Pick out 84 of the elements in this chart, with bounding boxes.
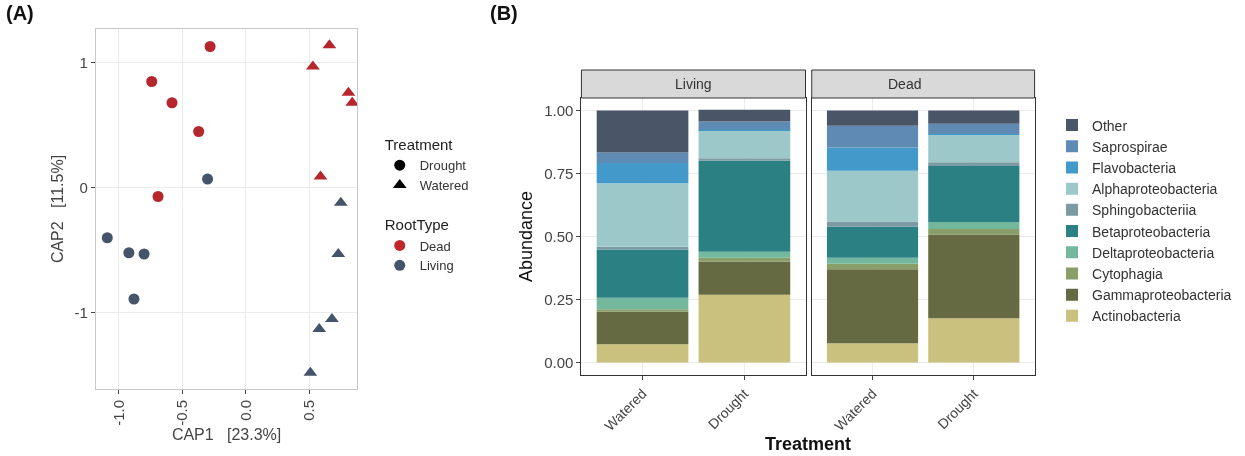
- bar: [826, 226, 919, 258]
- x-tick-label: 0.0: [236, 400, 254, 421]
- bar: [826, 125, 919, 148]
- bar: [928, 165, 1020, 222]
- legend-label: Deltaproteobacteria: [1092, 244, 1215, 261]
- bar: [596, 110, 689, 153]
- y-tick-label: 1: [79, 54, 88, 71]
- bar: [928, 228, 1020, 235]
- bar: [698, 261, 791, 295]
- bar: [596, 297, 689, 310]
- bar: [698, 158, 791, 161]
- bar: [826, 257, 919, 264]
- bar: [596, 344, 689, 363]
- point: [146, 76, 158, 87]
- bar: [928, 162, 1020, 166]
- y-tick-label: 0: [79, 179, 88, 196]
- x-tick-label: -1.0: [109, 400, 127, 426]
- bar: [698, 251, 791, 258]
- legend-label: Dead: [419, 238, 451, 254]
- bar: [596, 152, 689, 163]
- bar: [928, 110, 1020, 124]
- bar: [596, 246, 689, 250]
- legend-label: Cytophagia: [1092, 265, 1164, 282]
- legend-label: Living: [419, 258, 454, 274]
- bar: [826, 221, 919, 227]
- bar: [698, 121, 791, 130]
- x-axis-title: Treatment: [765, 434, 852, 454]
- text: RootType: [384, 216, 449, 234]
- y-axis-title: Abundance: [516, 190, 537, 283]
- bar: [596, 162, 689, 184]
- bar: [928, 221, 1020, 229]
- legend-label: Betaproteobacteria: [1092, 223, 1211, 240]
- point: [166, 97, 178, 109]
- legend-label: Other: [1092, 117, 1128, 134]
- bar: [928, 123, 1020, 135]
- bar: [698, 130, 791, 159]
- x-tick-label: -0.5: [173, 400, 191, 426]
- legend-title: Treatment: [384, 135, 454, 153]
- point: [193, 126, 205, 137]
- point: [138, 248, 150, 260]
- y-tick-label: 1.00: [544, 101, 574, 119]
- bar: [826, 110, 919, 126]
- chart-title: Dead: [888, 76, 922, 92]
- x-axis-title: CAP1 [23.3%]: [171, 425, 282, 443]
- bar: [596, 311, 689, 345]
- bar: [826, 147, 919, 171]
- x-tick-label: 0.5: [299, 400, 317, 421]
- y-axis-title: CAP2 [11.5%]: [49, 154, 67, 264]
- y-tick-label: 0.25: [544, 290, 574, 308]
- chart-title: Living: [675, 76, 712, 92]
- chart-title: (A): [6, 2, 34, 24]
- legend-label: Gammaproteobacteria: [1092, 287, 1232, 304]
- point: [128, 293, 140, 305]
- bar: [698, 160, 791, 252]
- bar: [826, 263, 919, 270]
- legend-label: Flavobacteria: [1092, 159, 1177, 176]
- legend-label: Sphingobacteriia: [1092, 202, 1197, 219]
- bar: [698, 294, 791, 363]
- bar: [826, 343, 919, 363]
- legend-label: Saprospirae: [1092, 138, 1168, 155]
- bar: [596, 249, 689, 298]
- point: [345, 96, 358, 106]
- legend-label: Watered: [419, 178, 469, 194]
- bar: [826, 170, 919, 222]
- bar: [698, 109, 791, 122]
- y-tick-label: 0.75: [544, 164, 574, 182]
- bar: [826, 269, 919, 344]
- legend-label: Actinobacteria: [1092, 308, 1181, 325]
- bar: [928, 134, 1020, 163]
- bar: [928, 234, 1020, 319]
- y-tick-label: 0.00: [544, 353, 574, 371]
- bar: [596, 183, 689, 247]
- point: [202, 173, 214, 185]
- legend-label: Drought: [419, 158, 467, 174]
- y-tick-label: 0.50: [544, 227, 574, 245]
- point: [101, 232, 113, 244]
- point: [123, 247, 135, 259]
- y-tick-label: -1: [74, 304, 88, 321]
- bar: [928, 318, 1020, 363]
- point: [152, 191, 164, 202]
- point: [204, 41, 216, 52]
- bar: [596, 309, 689, 312]
- text: (B): [490, 2, 518, 24]
- legend-label: Alphaproteobacteria: [1092, 181, 1218, 198]
